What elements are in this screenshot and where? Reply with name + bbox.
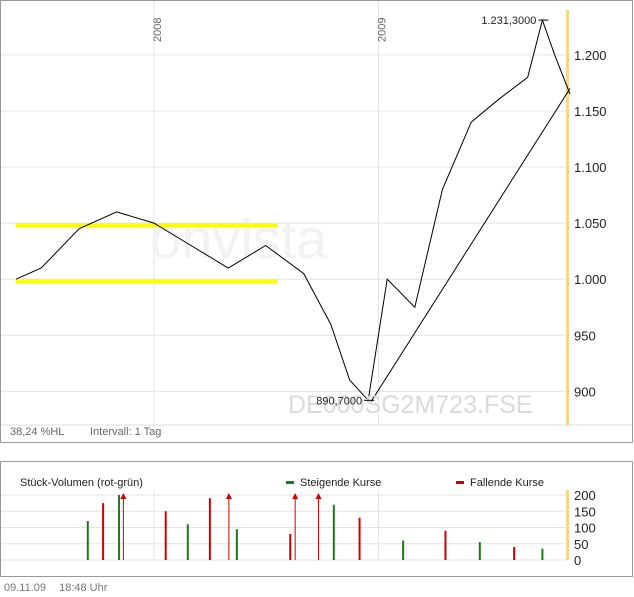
volume-panel: [0, 461, 633, 577]
volume-tick-label: 100: [574, 521, 596, 536]
footer-timestamp: 09.11.09 18:48 Uhr: [4, 582, 117, 594]
volume-bar: [513, 547, 516, 560]
volume-position-marker: [566, 490, 569, 560]
isin-label: DE000SG2M723.FSE: [288, 391, 533, 419]
year-label: 2008: [152, 18, 164, 42]
volume-bar: [186, 524, 189, 560]
volume-bar: [402, 540, 405, 560]
volume-bar: [444, 530, 447, 560]
y-tick-label: 1.100: [574, 160, 607, 175]
y-tick-label: 1.150: [574, 104, 607, 119]
watermark: onvista: [150, 207, 328, 270]
volume-bar: [235, 529, 238, 560]
price-grid: [1, 1, 566, 425]
volume-tick-label: 0: [574, 553, 581, 568]
overflow-arrow: [315, 493, 322, 499]
volume-bars: [86, 495, 544, 560]
y-tick-label: 1.050: [574, 216, 607, 231]
y-tick-label: 1.200: [574, 48, 607, 63]
overflow-arrow: [225, 493, 232, 499]
footer-time: 18:48 Uhr: [59, 582, 108, 594]
volume-bar: [289, 534, 292, 560]
legend-rising-swatch: [286, 481, 294, 484]
volume-grid: [1, 490, 569, 561]
price-line: [15, 18, 571, 402]
overflow-arrow: [292, 493, 299, 499]
legend-falling-swatch: [456, 481, 464, 484]
low-label: 890,7000: [316, 395, 362, 407]
hl-percent-label: 38,24 %HL: [10, 426, 64, 438]
extreme-annotations: 1.231,3000 890,7000: [316, 15, 549, 407]
current-position-marker: [566, 10, 569, 426]
price-panel: [0, 0, 633, 443]
volume-bar: [164, 511, 167, 560]
high-label: 1.231,3000: [481, 15, 536, 27]
footer-date: 09.11.09: [4, 582, 47, 594]
volume-bar: [478, 542, 481, 560]
price-y-axis: 1.200 1.150 1.100 1.050 1.000 950 900: [574, 48, 607, 399]
volume-bar: [332, 504, 335, 560]
volume-overflow-markers: [120, 493, 322, 560]
y-tick-label: 900: [574, 384, 596, 399]
volume-bar: [208, 498, 211, 560]
volume-tick-label: 50: [574, 537, 588, 552]
y-tick-label: 1.000: [574, 272, 607, 287]
volume-tick-label: 150: [574, 504, 596, 519]
support-lines: [16, 223, 278, 284]
year-labels: 2008 2009: [152, 18, 389, 42]
volume-bar: [118, 495, 121, 560]
year-label: 2009: [377, 18, 389, 42]
volume-bar: [102, 503, 105, 560]
volume-bar: [86, 521, 89, 560]
y-tick-label: 950: [574, 328, 596, 343]
legend-falling: Fallende Kurse: [470, 477, 544, 489]
legend-rising: Steigende Kurse: [300, 477, 381, 489]
interval-label: Intervall: 1 Tag: [90, 426, 161, 438]
volume-tick-label: 200: [574, 488, 596, 503]
volume-title: Stück-Volumen (rot-grün): [20, 477, 143, 489]
volume-bar: [358, 517, 361, 560]
overflow-arrow: [120, 493, 127, 499]
volume-bar: [541, 548, 544, 560]
trend-line: [370, 88, 571, 402]
